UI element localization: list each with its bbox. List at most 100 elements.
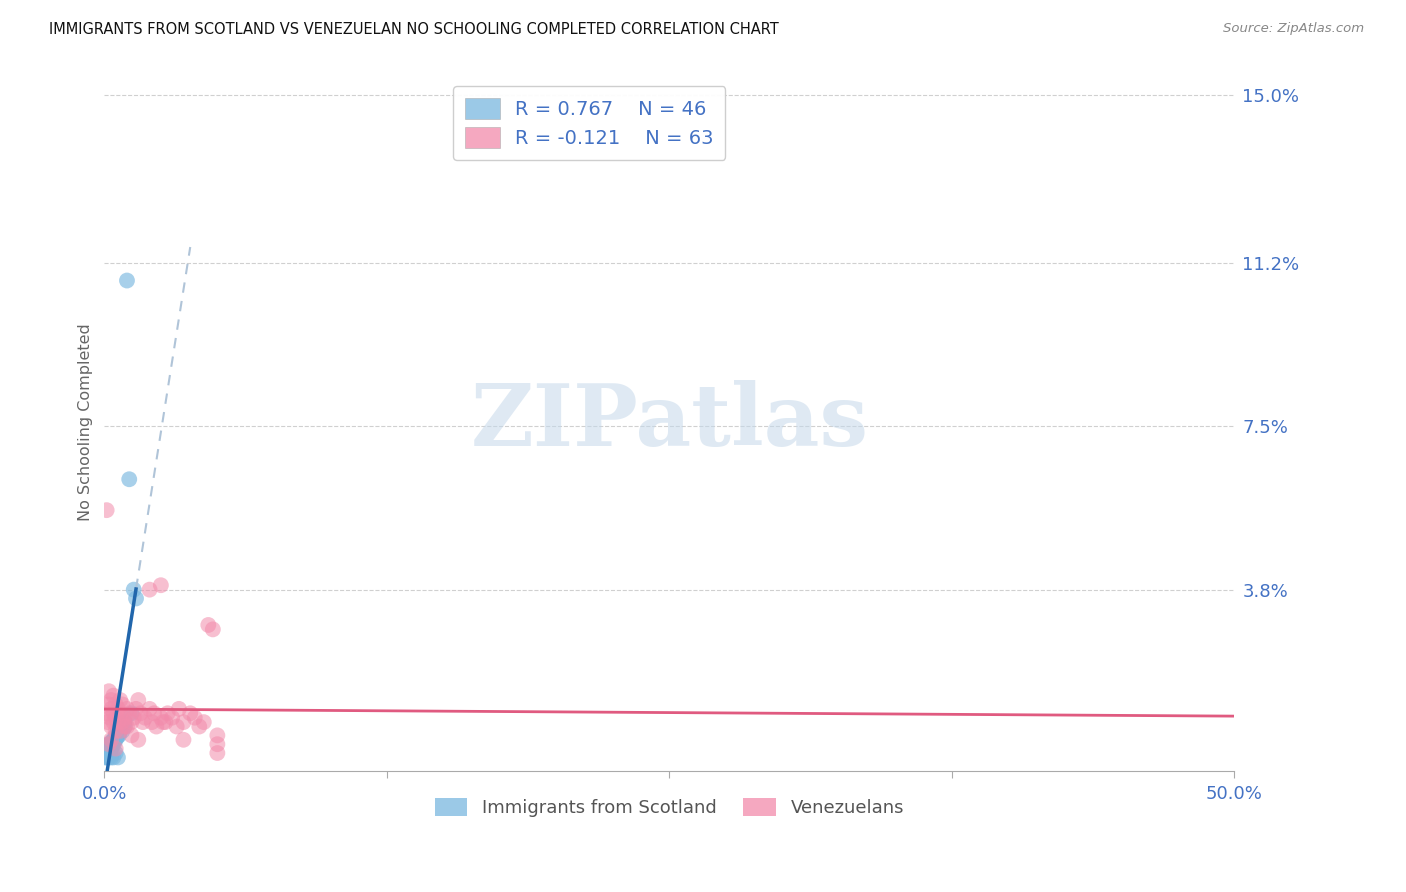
Point	[98, 746, 121, 760]
Point	[149, 578, 172, 592]
Point	[145, 719, 167, 733]
Point	[108, 728, 131, 742]
Point	[114, 719, 136, 733]
Point	[172, 715, 194, 730]
Point	[94, 746, 117, 760]
Point	[138, 582, 160, 597]
Point	[121, 728, 143, 742]
Text: IMMIGRANTS FROM SCOTLAND VS VENEZUELAN NO SCHOOLING COMPLETED CORRELATION CHART: IMMIGRANTS FROM SCOTLAND VS VENEZUELAN N…	[49, 22, 779, 37]
Point	[94, 750, 117, 764]
Point	[97, 744, 120, 758]
Point	[100, 702, 122, 716]
Point	[111, 715, 134, 730]
Point	[100, 732, 122, 747]
Point	[103, 732, 125, 747]
Point	[193, 715, 215, 730]
Point	[121, 715, 143, 730]
Point	[134, 711, 156, 725]
Point	[104, 732, 127, 747]
Point	[100, 719, 122, 733]
Point	[110, 719, 132, 733]
Point	[201, 623, 224, 637]
Point	[97, 737, 120, 751]
Point	[121, 706, 143, 721]
Point	[207, 737, 229, 751]
Point	[152, 715, 174, 730]
Point	[141, 715, 163, 730]
Point	[114, 719, 136, 733]
Point	[184, 711, 207, 725]
Point	[108, 693, 131, 707]
Point	[172, 732, 194, 747]
Point	[103, 737, 125, 751]
Point	[118, 472, 141, 486]
Point	[125, 591, 148, 606]
Point	[111, 698, 134, 712]
Point	[114, 711, 136, 725]
Point	[98, 711, 121, 725]
Point	[114, 715, 136, 730]
Point	[143, 706, 166, 721]
Point	[197, 618, 219, 632]
Point	[97, 684, 120, 698]
Point	[101, 739, 124, 754]
Point	[122, 582, 145, 597]
Point	[104, 728, 127, 742]
Point	[127, 732, 149, 747]
Point	[104, 698, 127, 712]
Point	[100, 693, 122, 707]
Point	[129, 706, 152, 721]
Point	[138, 702, 160, 716]
Point	[103, 689, 125, 703]
Point	[100, 741, 122, 756]
Point	[118, 706, 141, 721]
Point	[167, 702, 190, 716]
Point	[104, 711, 127, 725]
Legend: Immigrants from Scotland, Venezuelans: Immigrants from Scotland, Venezuelans	[427, 790, 911, 824]
Point	[104, 746, 127, 760]
Point	[98, 741, 121, 756]
Point	[100, 737, 122, 751]
Point	[107, 715, 129, 730]
Point	[179, 706, 201, 721]
Point	[96, 750, 118, 764]
Point	[97, 737, 120, 751]
Point	[100, 735, 122, 749]
Point	[97, 746, 120, 760]
Point	[111, 723, 134, 738]
Y-axis label: No Schooling Completed: No Schooling Completed	[79, 323, 93, 521]
Point	[96, 746, 118, 760]
Point	[115, 702, 138, 716]
Point	[108, 723, 131, 738]
Point	[104, 741, 127, 756]
Point	[103, 732, 125, 747]
Point	[97, 746, 120, 760]
Point	[108, 723, 131, 738]
Point	[207, 728, 229, 742]
Point	[96, 741, 118, 756]
Point	[156, 706, 179, 721]
Point	[107, 750, 129, 764]
Point	[97, 750, 120, 764]
Point	[103, 706, 125, 721]
Point	[100, 750, 122, 764]
Point	[122, 711, 145, 725]
Point	[107, 702, 129, 716]
Point	[207, 746, 229, 760]
Point	[125, 702, 148, 716]
Point	[166, 719, 188, 733]
Text: ZIPatlas: ZIPatlas	[470, 380, 869, 464]
Point	[103, 750, 125, 764]
Point	[97, 698, 120, 712]
Point	[96, 748, 118, 763]
Point	[96, 503, 118, 517]
Point	[97, 715, 120, 730]
Point	[115, 719, 138, 733]
Point	[103, 735, 125, 749]
Text: Source: ZipAtlas.com: Source: ZipAtlas.com	[1223, 22, 1364, 36]
Point	[155, 715, 177, 730]
Point	[115, 273, 138, 287]
Point	[103, 715, 125, 730]
Point	[108, 706, 131, 721]
Point	[132, 715, 155, 730]
